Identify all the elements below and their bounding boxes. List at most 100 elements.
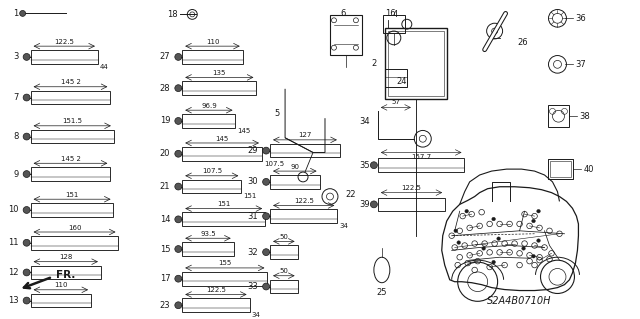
Circle shape — [20, 11, 26, 16]
Text: 29: 29 — [248, 146, 258, 155]
Text: 151: 151 — [65, 192, 79, 198]
Bar — [31, 236, 118, 250]
Text: 160: 160 — [68, 225, 81, 231]
Bar — [388, 31, 444, 96]
Bar — [182, 147, 262, 160]
Text: 36: 36 — [575, 14, 586, 23]
Bar — [550, 161, 572, 177]
Circle shape — [497, 237, 500, 241]
Circle shape — [532, 255, 535, 258]
Text: 14: 14 — [160, 215, 170, 224]
Text: 24: 24 — [397, 77, 407, 86]
Text: 128: 128 — [59, 254, 72, 260]
Circle shape — [175, 183, 182, 190]
Text: 13: 13 — [8, 296, 19, 305]
Text: 122.5: 122.5 — [54, 39, 74, 45]
Text: 127: 127 — [298, 132, 312, 138]
Bar — [182, 114, 236, 128]
Circle shape — [371, 162, 378, 169]
Bar — [31, 91, 110, 104]
Text: 96.9: 96.9 — [201, 103, 217, 109]
Text: 1: 1 — [13, 9, 19, 18]
Text: 151: 151 — [217, 201, 230, 207]
Circle shape — [262, 249, 269, 256]
Text: 34: 34 — [339, 223, 348, 229]
Text: 12: 12 — [8, 268, 19, 277]
Text: 34: 34 — [359, 117, 370, 126]
Text: 93.5: 93.5 — [200, 231, 216, 237]
Bar — [182, 298, 250, 312]
Text: 22: 22 — [345, 190, 355, 199]
Text: 122.5: 122.5 — [294, 198, 314, 204]
Text: 157.7: 157.7 — [411, 154, 431, 160]
Bar — [31, 130, 114, 144]
Bar — [378, 197, 445, 211]
Text: 38: 38 — [579, 112, 590, 121]
Circle shape — [175, 150, 182, 157]
Circle shape — [262, 283, 269, 290]
Circle shape — [23, 133, 30, 140]
Circle shape — [532, 219, 535, 223]
Text: FR.: FR. — [56, 270, 75, 280]
Text: 122.5: 122.5 — [206, 287, 226, 293]
Bar — [270, 175, 319, 189]
Circle shape — [492, 260, 495, 264]
Text: 122.5: 122.5 — [401, 185, 421, 191]
Text: 107.5: 107.5 — [202, 168, 222, 174]
Text: 21: 21 — [160, 182, 170, 191]
Text: 135: 135 — [212, 70, 226, 76]
Text: 34: 34 — [252, 312, 260, 318]
Text: 3: 3 — [13, 52, 19, 62]
Circle shape — [175, 85, 182, 92]
Text: 25: 25 — [376, 288, 387, 297]
Text: 19: 19 — [160, 116, 170, 125]
Text: 145: 145 — [216, 136, 228, 142]
Bar — [31, 203, 113, 217]
Text: 31: 31 — [248, 212, 258, 221]
Circle shape — [454, 229, 458, 233]
Circle shape — [175, 117, 182, 124]
Bar — [182, 180, 241, 193]
Bar — [270, 144, 340, 158]
Circle shape — [23, 171, 30, 177]
Text: 33: 33 — [248, 282, 258, 291]
Text: 145 2: 145 2 — [61, 79, 81, 85]
Circle shape — [537, 239, 540, 242]
Text: 32: 32 — [248, 248, 258, 257]
Text: 15: 15 — [160, 245, 170, 254]
Text: 8: 8 — [13, 132, 19, 141]
Circle shape — [262, 213, 269, 220]
Bar — [31, 167, 110, 181]
Text: 90: 90 — [291, 164, 300, 170]
Circle shape — [492, 217, 495, 221]
Text: 107.5: 107.5 — [264, 160, 284, 167]
Bar — [330, 15, 362, 55]
Text: 23: 23 — [160, 301, 170, 310]
Text: 110: 110 — [205, 39, 220, 45]
Circle shape — [262, 147, 269, 154]
Bar — [182, 81, 257, 95]
Circle shape — [175, 216, 182, 223]
Bar — [270, 280, 298, 293]
Text: 155: 155 — [218, 260, 232, 266]
Text: 50: 50 — [280, 234, 288, 240]
Bar — [31, 50, 98, 64]
Circle shape — [23, 206, 30, 213]
Circle shape — [23, 297, 30, 304]
Text: 5: 5 — [275, 109, 280, 118]
Circle shape — [23, 94, 30, 101]
Text: 18: 18 — [166, 10, 177, 19]
Text: 40: 40 — [584, 165, 594, 174]
Text: 20: 20 — [160, 149, 170, 158]
Text: 110: 110 — [54, 282, 68, 288]
Text: 44: 44 — [100, 64, 109, 70]
Bar — [385, 69, 407, 87]
Circle shape — [175, 302, 182, 309]
Text: 39: 39 — [359, 200, 370, 209]
Text: 17: 17 — [160, 274, 170, 283]
Bar — [31, 294, 91, 308]
Text: 145 2: 145 2 — [61, 156, 81, 162]
Circle shape — [23, 54, 30, 60]
Bar — [31, 266, 101, 279]
Circle shape — [175, 246, 182, 252]
